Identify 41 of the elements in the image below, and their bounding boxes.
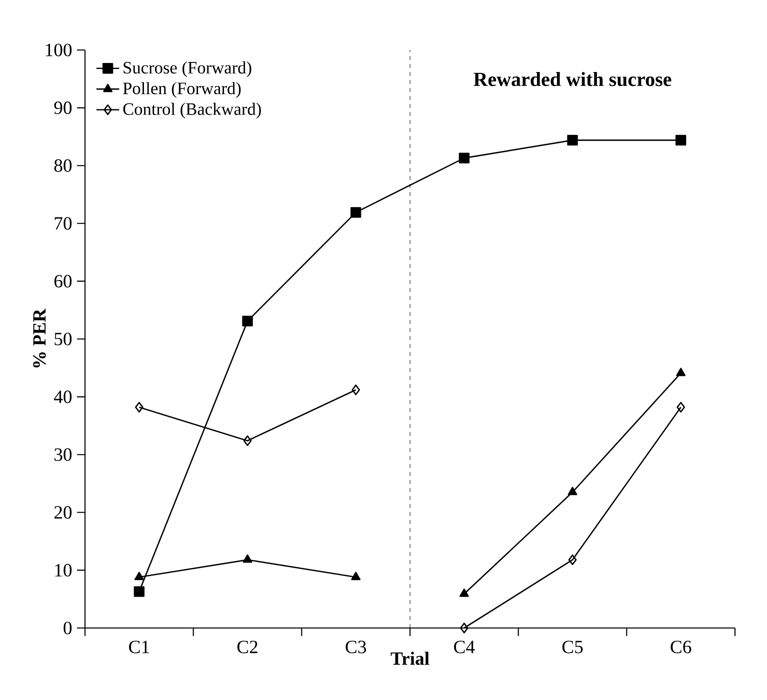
y-tick-label: 40 bbox=[54, 390, 72, 404]
point bbox=[134, 586, 145, 597]
x-axis-title: Trial bbox=[390, 652, 430, 665]
point bbox=[459, 588, 469, 597]
legend-label: Pollen (Forward) bbox=[123, 82, 241, 98]
point bbox=[458, 152, 470, 164]
point bbox=[243, 435, 252, 446]
x-tick-label: C6 bbox=[670, 640, 692, 654]
point bbox=[568, 486, 578, 496]
x-tick-label: C1 bbox=[129, 640, 149, 654]
point bbox=[242, 554, 252, 563]
x-tick-label: C3 bbox=[346, 640, 366, 654]
y-tick-label: 90 bbox=[54, 101, 72, 114]
y-tick-label: 10 bbox=[55, 564, 72, 577]
y-tick-label: 80 bbox=[54, 159, 72, 172]
point bbox=[568, 554, 577, 566]
legend-label: Control (Backward) bbox=[123, 102, 261, 118]
point bbox=[676, 368, 686, 376]
point bbox=[242, 316, 253, 326]
y-tick-label: 20 bbox=[54, 506, 72, 519]
point bbox=[567, 134, 578, 146]
x-tick-label: C2 bbox=[237, 640, 258, 654]
annotation: Rewarded with sucrose bbox=[474, 72, 672, 86]
y-tick-label: 30 bbox=[54, 448, 72, 461]
point bbox=[460, 622, 468, 634]
point bbox=[676, 134, 686, 146]
point bbox=[352, 384, 360, 396]
point bbox=[350, 207, 362, 218]
y-tick-label: 100 bbox=[46, 44, 72, 56]
y-tick-label: 0 bbox=[64, 622, 72, 634]
point bbox=[135, 402, 144, 413]
x-tick-label: C5 bbox=[562, 640, 583, 654]
point bbox=[134, 572, 144, 580]
y-tick-label: 60 bbox=[54, 274, 72, 288]
x-tick-label: C4 bbox=[454, 640, 475, 654]
y-tick-label: 70 bbox=[54, 217, 72, 230]
legend-label: Sucrose (Forward) bbox=[124, 61, 252, 78]
point bbox=[351, 572, 361, 580]
point bbox=[676, 402, 686, 413]
y-tick-label: 50 bbox=[54, 332, 72, 346]
y-axis-title: % PER bbox=[33, 308, 46, 368]
